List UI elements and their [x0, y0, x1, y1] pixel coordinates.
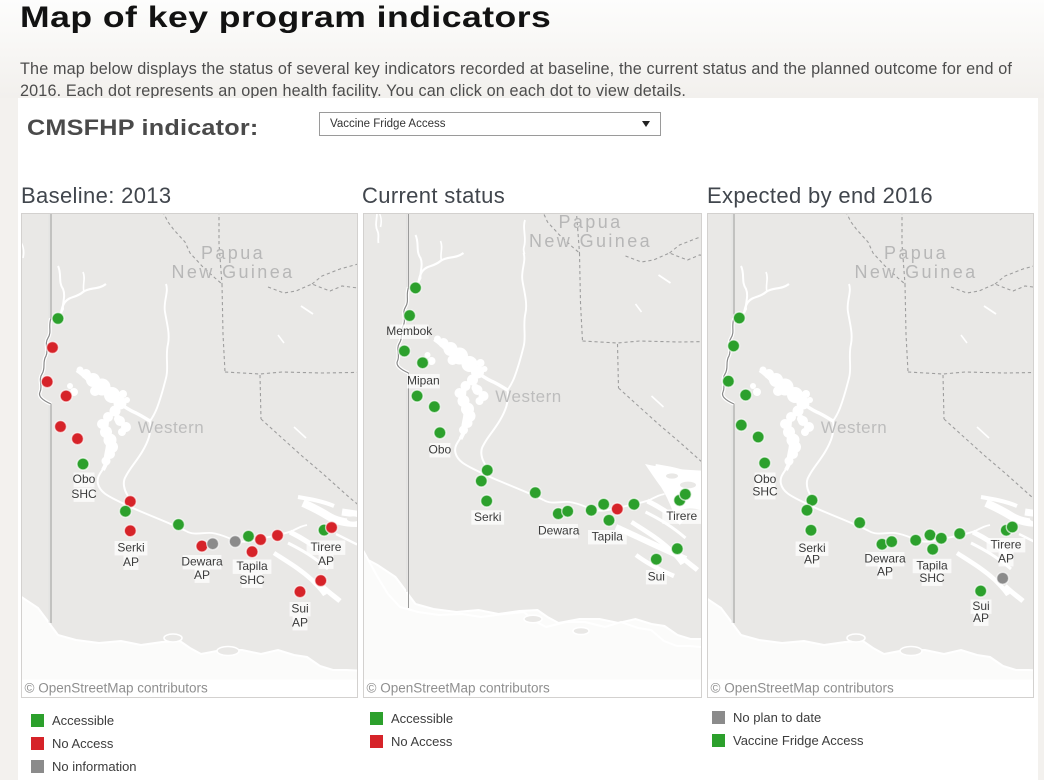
svg-text:Sui: Sui: [648, 570, 665, 584]
svg-text:AP: AP: [804, 553, 820, 567]
svg-text:Serki: Serki: [798, 541, 825, 555]
svg-text:Tapila: Tapila: [236, 559, 268, 573]
svg-text:AP: AP: [123, 555, 139, 569]
svg-text:Membok: Membok: [386, 324, 433, 338]
svg-text:Dewara: Dewara: [864, 552, 906, 566]
svg-text:Dewara: Dewara: [538, 524, 580, 538]
svg-text:Tapila: Tapila: [592, 530, 624, 544]
svg-text:AP: AP: [877, 564, 893, 578]
svg-text:AP: AP: [194, 568, 210, 582]
svg-text:AP: AP: [292, 616, 308, 630]
svg-text:AP: AP: [973, 611, 989, 625]
svg-text:Serki: Serki: [117, 541, 144, 555]
svg-text:SHC: SHC: [71, 487, 97, 501]
svg-text:© OpenStreetMap contributors: © OpenStreetMap contributors: [25, 681, 209, 696]
svg-text:© OpenStreetMap contributors: © OpenStreetMap contributors: [711, 681, 895, 696]
svg-text:Sui: Sui: [972, 599, 989, 613]
svg-text:SHC: SHC: [239, 573, 265, 587]
svg-text:AP: AP: [998, 552, 1014, 566]
svg-text:Tapila: Tapila: [916, 558, 948, 572]
svg-text:AP: AP: [318, 554, 334, 568]
svg-text:Obo: Obo: [754, 472, 777, 486]
svg-text:Tirere: Tirere: [311, 540, 342, 554]
svg-text:Tirere: Tirere: [666, 509, 697, 523]
svg-text:Serki: Serki: [474, 510, 501, 524]
svg-text:Dewara: Dewara: [181, 555, 223, 569]
svg-text:Mipan: Mipan: [407, 374, 440, 388]
svg-text:Obo: Obo: [429, 443, 452, 457]
svg-text:Sui: Sui: [291, 602, 308, 616]
svg-text:SHC: SHC: [919, 571, 945, 585]
svg-text:© OpenStreetMap contributors: © OpenStreetMap contributors: [367, 681, 551, 696]
svg-text:SHC: SHC: [752, 485, 778, 499]
svg-text:Obo: Obo: [73, 472, 96, 486]
svg-text:Tirere: Tirere: [991, 538, 1022, 552]
